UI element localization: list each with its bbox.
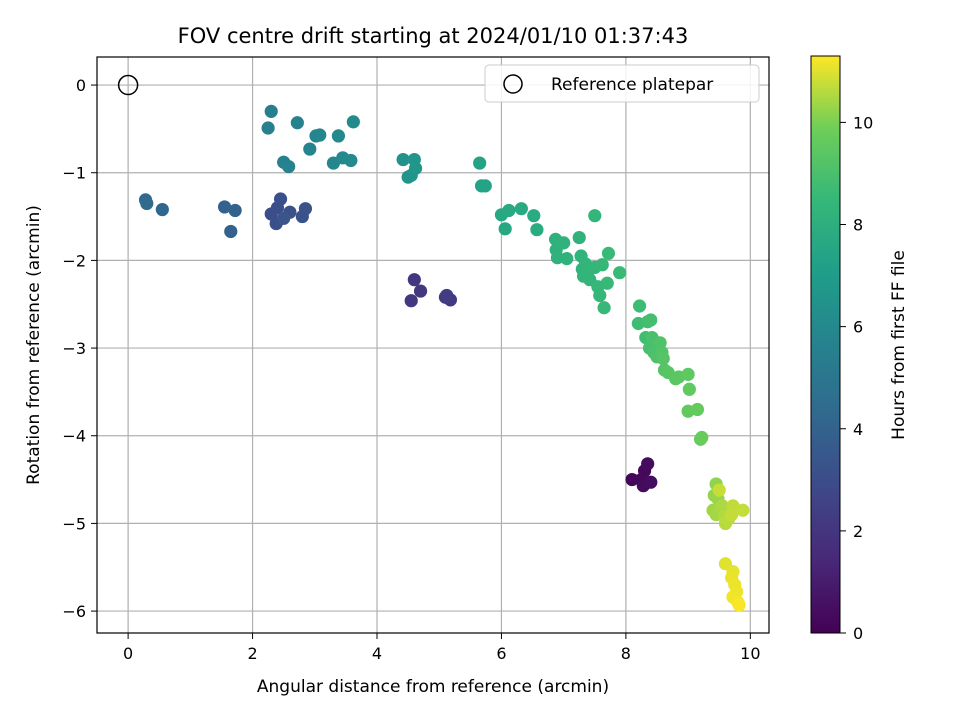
data-point [344, 153, 358, 168]
data-point [712, 483, 726, 497]
x-tick-label: 8 [621, 644, 631, 663]
data-point [404, 294, 418, 308]
data-point [478, 179, 492, 193]
legend-reference-marker [503, 74, 523, 94]
legend-entry-reference: Reference platepar [551, 75, 713, 95]
y-axis-label: Rotation from reference (arcmin) [24, 205, 44, 485]
data-point [715, 499, 729, 513]
data-point [282, 159, 296, 174]
chart-title: FOV centre drift starting at 2024/01/10 … [178, 24, 689, 48]
data-point [514, 202, 528, 216]
data-point [313, 128, 327, 142]
data-point [588, 209, 602, 223]
data-point [408, 161, 423, 175]
x-tick-label: 2 [247, 644, 257, 663]
colorbar-tick-label: 8 [853, 216, 863, 235]
y-tick-label: −5 [62, 514, 86, 533]
data-point [597, 301, 611, 315]
data-point [656, 351, 670, 366]
data-point [572, 231, 586, 245]
data-point [473, 156, 487, 170]
data-point [217, 200, 232, 214]
y-tick-label: 0 [76, 76, 86, 95]
x-tick-label: 4 [372, 644, 382, 663]
data-point [346, 115, 360, 129]
colorbar-tick-label: 6 [853, 318, 863, 337]
data-point [303, 142, 317, 156]
data-point [593, 288, 607, 303]
data-point [407, 273, 421, 287]
data-point [681, 367, 695, 381]
data-point [396, 152, 410, 167]
data-point [736, 503, 750, 517]
data-point [413, 284, 428, 298]
data-point [601, 246, 616, 260]
data-point [732, 598, 746, 612]
x-axis-ticks: 0 2 4 6 8 10 [123, 633, 761, 663]
data-points [138, 104, 750, 612]
data-point [690, 402, 705, 417]
colorbar-gradient [810, 55, 841, 634]
y-tick-label: −6 [62, 602, 86, 621]
x-tick-label: 6 [496, 644, 506, 663]
y-tick-label: −2 [62, 251, 86, 270]
data-point [682, 382, 696, 396]
data-point [632, 299, 647, 313]
data-point [440, 288, 454, 303]
data-point [725, 508, 739, 522]
colorbar-label: Hours from first FF file [889, 250, 909, 440]
reference-marker-layer [117, 74, 139, 96]
plot-frame [96, 56, 770, 634]
data-point [625, 472, 639, 487]
colorbar-tick-label: 10 [853, 113, 873, 132]
data-point [228, 203, 242, 218]
data-point [140, 196, 154, 211]
y-axis-ticks: 0 −1 −2 −3 −4 −5 −6 [62, 76, 97, 621]
colorbar-tick-label: 4 [853, 420, 863, 439]
data-point [264, 104, 278, 118]
data-point [277, 211, 291, 225]
colorbar-ticks: 0 2 4 6 8 10 [840, 113, 873, 643]
data-point [595, 258, 609, 272]
colorbar-tick-label: 0 [853, 624, 863, 643]
data-point [530, 223, 544, 237]
data-point [557, 236, 571, 250]
x-tick-label: 10 [740, 644, 760, 663]
data-point [331, 129, 346, 143]
y-tick-label: −3 [62, 339, 86, 358]
legend-box [484, 64, 760, 103]
data-point [290, 116, 304, 130]
colorbar: 0 2 4 6 8 10 Hours from first FF file [810, 55, 909, 643]
data-point [155, 202, 169, 217]
reference-platepar-marker [117, 74, 139, 96]
data-point [298, 202, 313, 216]
legend: Reference platepar [484, 64, 760, 103]
data-point [502, 203, 516, 218]
data-point [641, 457, 655, 471]
data-point [261, 121, 275, 135]
x-axis-label: Angular distance from reference (arcmin) [257, 677, 609, 697]
data-point [527, 209, 541, 223]
data-point [600, 276, 614, 290]
x-tick-label: 0 [123, 644, 133, 663]
colorbar-tick-label: 2 [853, 522, 863, 541]
grid-lines [97, 57, 769, 633]
data-point [644, 313, 658, 327]
y-tick-label: −1 [62, 164, 86, 183]
y-tick-label: −4 [62, 427, 86, 446]
data-point [224, 224, 238, 239]
data-point [695, 430, 709, 445]
data-point [273, 192, 288, 206]
data-point [613, 266, 627, 280]
data-point [644, 475, 658, 489]
data-point [498, 222, 512, 236]
data-point [560, 252, 574, 266]
